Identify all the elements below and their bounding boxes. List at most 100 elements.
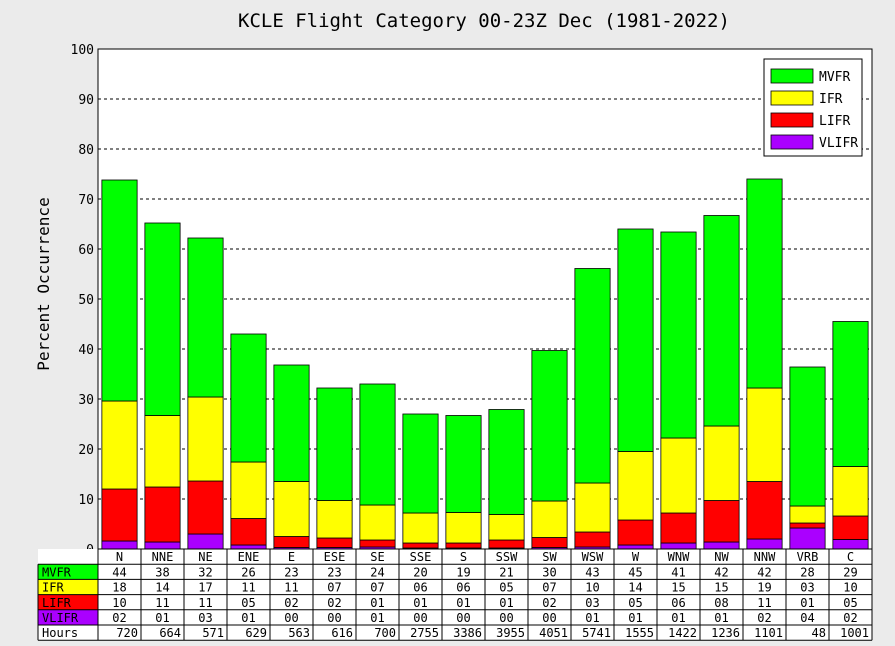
table-cell-hours: 571: [202, 626, 224, 640]
bar-ifr-sw: [531, 500, 568, 538]
table-cell-vlifr: 00: [456, 611, 470, 625]
bar-lifr-ssw: [488, 539, 525, 549]
table-cell-vlifr: 00: [413, 611, 427, 625]
bar-lifr-nne: [144, 486, 181, 543]
y-tick-label: 40: [78, 343, 94, 358]
table-cell-category: WNW: [668, 550, 690, 564]
table-cell-lifr: 01: [370, 596, 384, 610]
table-cell-lifr: 06: [671, 596, 685, 610]
table-cell-lifr: 11: [198, 596, 212, 610]
table-cell-lifr: 05: [843, 596, 857, 610]
table-cell-ifr: 17: [198, 581, 212, 595]
data-table: N NNE NE ENE E ESE SE SSE S SSW SW WSW W WNW NW NNW VRB C…: [37, 548, 873, 641]
legend-swatch-vlifr: [770, 134, 814, 150]
table-cell-ifr: 10: [585, 581, 599, 595]
table-cell-mvfr: 38: [155, 565, 169, 579]
table-cell-lifr: 05: [241, 596, 255, 610]
bar-lifr-nw: [703, 500, 740, 543]
bar-mvfr-sw: [531, 350, 568, 502]
bar-mvfr-e: [273, 364, 310, 482]
legend-label-vlifr: VLIFR: [819, 136, 858, 151]
table-cell-mvfr: 45: [628, 565, 642, 579]
bar-ifr-nne: [144, 415, 181, 488]
bar-vlifr-nw: [703, 541, 740, 550]
table-cell-lifr: 01: [800, 596, 814, 610]
bar-lifr-ne: [187, 480, 224, 535]
table-cell-category: SSW: [496, 550, 518, 564]
y-tick-label: 10: [78, 493, 94, 508]
table-row-label-hours: Hours: [42, 626, 78, 640]
table-cell-category: SSE: [410, 550, 432, 564]
bar-lifr-s: [445, 542, 482, 549]
table-cell-category: ESE: [324, 550, 346, 564]
bar-ifr-wsw: [574, 482, 611, 533]
table-row-label-vlifr: VLIFR: [42, 611, 79, 625]
table-cell-ifr: 11: [241, 581, 255, 595]
legend-label-lifr: LIFR: [819, 114, 850, 129]
table-cell-hours: 720: [116, 626, 138, 640]
bar-vlifr-nne: [144, 541, 181, 550]
table-cell-ifr: 15: [671, 581, 685, 595]
legend-swatch-lifr: [770, 112, 814, 128]
bar-ifr-n: [101, 400, 138, 490]
bar-mvfr-s: [445, 415, 482, 513]
bar-vlifr-w: [617, 544, 654, 550]
table-cell-lifr: 02: [284, 596, 298, 610]
bar-vlifr-c: [832, 539, 869, 550]
bar-lifr-ene: [230, 518, 267, 546]
table-cell-mvfr: 44: [112, 565, 126, 579]
table-cell-mvfr: 24: [370, 565, 384, 579]
table-cell-hours: 1001: [840, 626, 869, 640]
bar-lifr-nnw: [746, 481, 783, 540]
table-cell-lifr: 02: [542, 596, 556, 610]
table-cell-lifr: 11: [155, 596, 169, 610]
bar-ifr-ese: [316, 500, 353, 539]
bar-ifr-s: [445, 512, 482, 544]
table-cell-hours: 5741: [582, 626, 611, 640]
table-cell-mvfr: 20: [413, 565, 427, 579]
table-cell-ifr: 18: [112, 581, 126, 595]
legend: MVFR IFR LIFR VLIFR: [763, 58, 863, 157]
table-cell-hours: 664: [159, 626, 181, 640]
table-cell-category: NW: [714, 550, 729, 564]
table-cell-ifr: 06: [456, 581, 470, 595]
y-axis-label: Percent Occurrence: [34, 197, 53, 370]
y-tick-label: 20: [78, 443, 94, 458]
table-cell-vlifr: 02: [112, 611, 126, 625]
bar-mvfr-ssw: [488, 409, 525, 515]
bar-mvfr-ese: [316, 387, 353, 501]
legend-label-ifr: IFR: [819, 92, 843, 107]
table-cell-hours: 1236: [711, 626, 740, 640]
table-cell-mvfr: 42: [714, 565, 728, 579]
table-cell-vlifr: 02: [757, 611, 771, 625]
bar-lifr-sse: [402, 542, 439, 549]
bar-ifr-nnw: [746, 387, 783, 482]
table-cell-lifr: 11: [757, 596, 771, 610]
y-tick-label: 60: [78, 243, 94, 258]
bar-mvfr-nw: [703, 215, 740, 427]
legend-label-mvfr: MVFR: [819, 70, 850, 85]
table-cell-lifr: 01: [499, 596, 513, 610]
y-tick-label: 80: [78, 143, 94, 158]
table-cell-lifr: 10: [112, 596, 126, 610]
table-cell-hours: 629: [245, 626, 267, 640]
table-cell-ifr: 07: [542, 581, 556, 595]
table-cell-vlifr: 01: [714, 611, 728, 625]
table-cell-category: E: [288, 550, 295, 564]
table-cell-ifr: 14: [628, 581, 642, 595]
table-row-label-ifr: IFR: [42, 581, 64, 595]
table-cell-mvfr: 23: [327, 565, 341, 579]
y-tick-label: 90: [78, 93, 94, 108]
table-cell-hours: 4051: [539, 626, 568, 640]
table-cell-ifr: 14: [155, 581, 169, 595]
legend-swatch-ifr: [770, 90, 814, 106]
bar-mvfr-se: [359, 383, 396, 506]
bar-ifr-ssw: [488, 514, 525, 541]
bar-ifr-vrb: [789, 505, 826, 524]
bar-lifr-wsw: [574, 531, 611, 548]
table-cell-hours: 1555: [625, 626, 654, 640]
bar-ifr-wnw: [660, 437, 697, 514]
table-cell-mvfr: 19: [456, 565, 470, 579]
table-cell-hours: 563: [288, 626, 310, 640]
